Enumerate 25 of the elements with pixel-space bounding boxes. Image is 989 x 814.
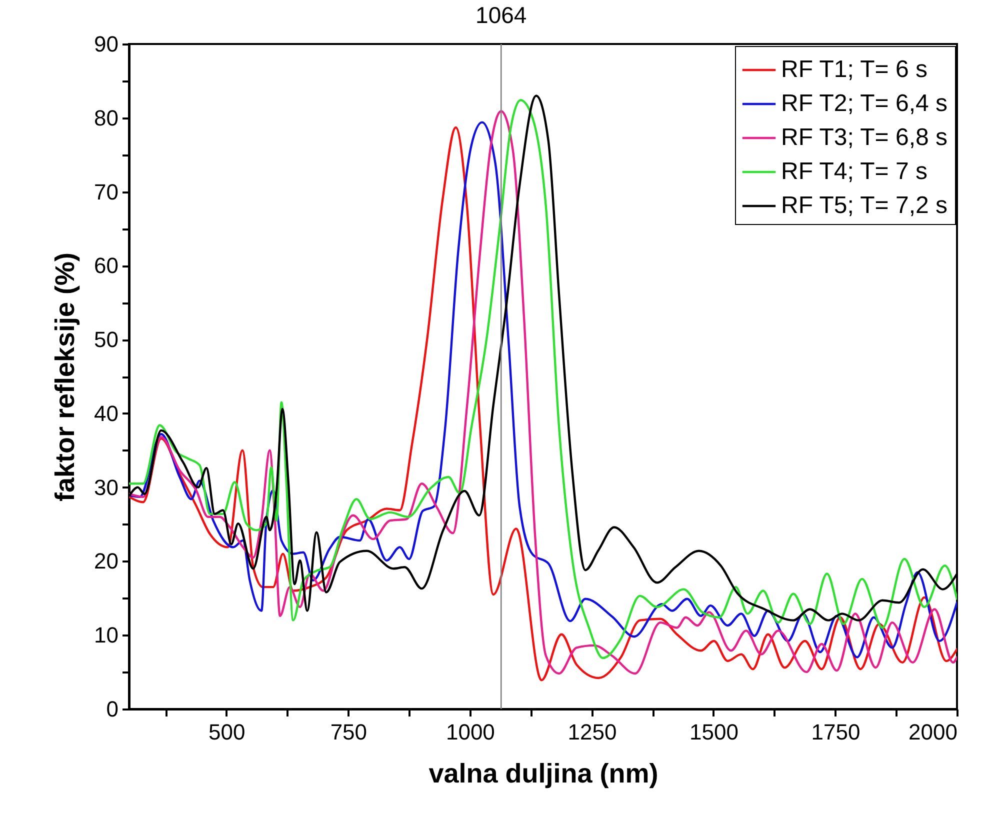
legend-label: RF T2; T= 6,4 s: [781, 90, 948, 117]
y-tick-label: 40: [94, 400, 118, 426]
y-tick-label: 10: [94, 622, 118, 648]
y-tick-label: 60: [94, 253, 118, 278]
x-tick-label: 750: [330, 720, 368, 744]
x-tick-label: 1500: [689, 720, 738, 744]
y-tick-label: 90: [94, 32, 118, 56]
y-tick-label: 70: [94, 179, 118, 204]
y-tick-label: 0: [106, 696, 118, 722]
legend-label: RF T1; T= 6 s: [781, 56, 928, 83]
y-tick-label: 30: [94, 474, 118, 500]
x-tick-label: 2000: [908, 720, 958, 744]
legend-label: RF T5; T= 7,2 s: [781, 192, 948, 219]
x-axis-title: valna duljina (nm): [428, 758, 658, 788]
y-tick-label: 20: [94, 548, 118, 574]
x-tick-label: 1750: [811, 720, 860, 744]
x-tick-label: 1000: [446, 720, 495, 744]
y-axis-title: faktor refleksije (%): [50, 252, 80, 502]
legend-label: RF T3; T= 6,8 s: [781, 124, 948, 151]
x-tick-label: 1250: [568, 720, 617, 744]
x-tick-label: 500: [208, 720, 246, 744]
ref-line-label: 1064: [476, 2, 527, 28]
y-tick-label: 50: [94, 327, 118, 352]
legend-label: RF T4; T= 7 s: [781, 158, 928, 185]
y-tick-label: 80: [94, 105, 118, 130]
